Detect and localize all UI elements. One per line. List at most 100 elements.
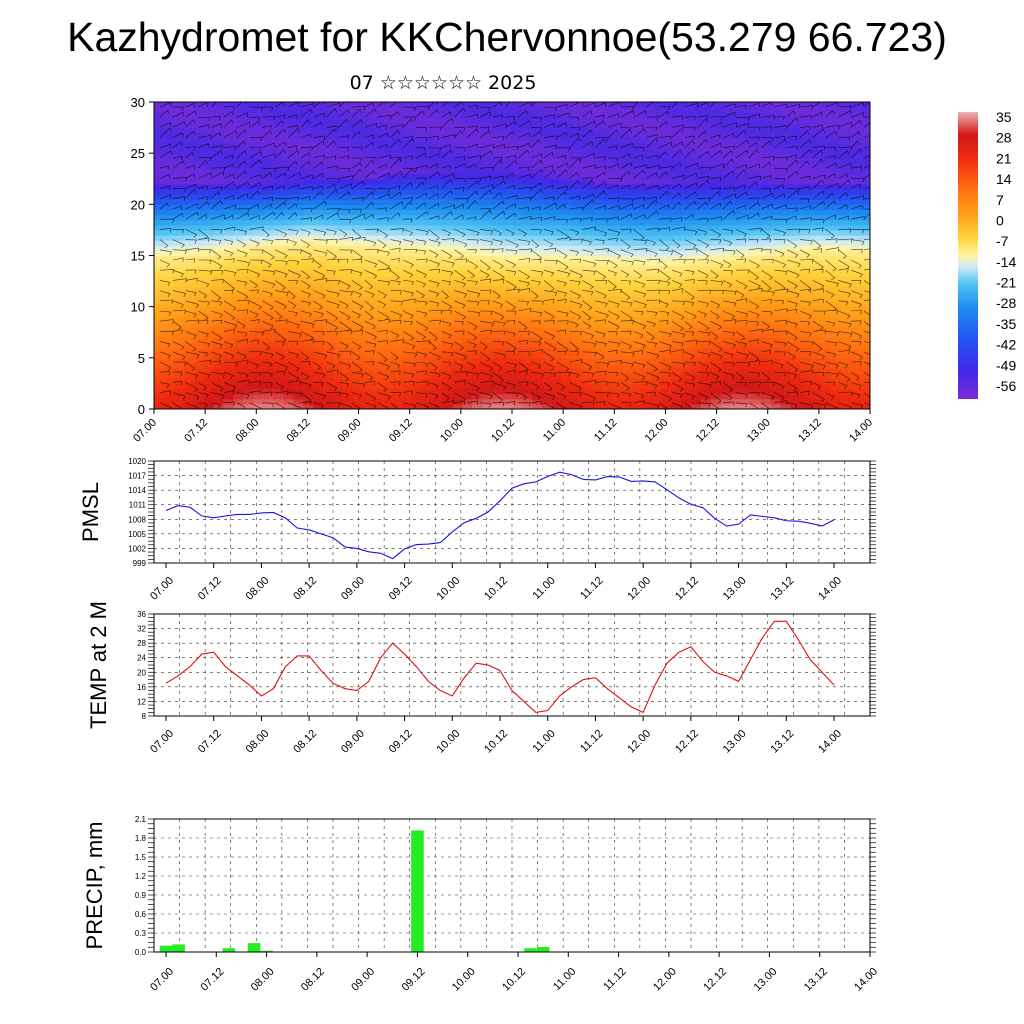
temp-x-tick-label: 07.12 <box>196 728 224 756</box>
precip-y-tick-label: 1.5 <box>135 853 147 862</box>
pmsl-x-tick-label: 07.00 <box>148 575 176 603</box>
colorbar-label: 21 <box>996 150 1012 166</box>
colorbar-label: -49 <box>996 357 1016 373</box>
precip-x-tick-label: 12.12 <box>701 966 729 994</box>
heatmap-x-tick-label: 13.00 <box>745 417 773 445</box>
precip-y-axis-label: PRECIP, mm <box>82 822 107 950</box>
pmsl-series-line <box>165 471 835 560</box>
pmsl-x-tick-label: 09.12 <box>387 575 415 603</box>
precip-x-tick-label: 10.12 <box>500 966 528 994</box>
precip-y-tick-label: 0.3 <box>135 929 147 938</box>
temp-2m-chart: 8 12 16 20 24 28 32 36 07.00 07.12 08.00 08.12 09.00… <box>86 601 876 756</box>
temp-y-tick-label: 24 <box>137 654 146 663</box>
pmsl-chart: 999 1002 1005 1008 1011 1014 1017 1020 07.00 07.1… <box>78 457 876 603</box>
heatmap-x-tick-label: 10.12 <box>489 417 517 445</box>
pmsl-y-tick-label: 1017 <box>128 472 146 481</box>
precip-x-tick-label: 11.12 <box>601 966 628 993</box>
temp-x-tick-label: 11.00 <box>530 728 557 755</box>
pmsl-x-tick-label: 10.00 <box>434 575 462 603</box>
colorbar-label: 14 <box>996 171 1012 187</box>
pmsl-x-tick-label: 10.12 <box>482 575 510 603</box>
pmsl-x-tick-label: 08.00 <box>244 575 272 603</box>
temp-x-tick-label: 14.00 <box>816 728 844 756</box>
precip-y-tick-label: 1.8 <box>135 834 147 843</box>
precip-bar <box>536 946 550 952</box>
temp-x-tick-label: 12.12 <box>673 728 701 756</box>
wind-barbs <box>159 102 870 409</box>
heatmap-y-tick-label: 30 <box>131 95 145 110</box>
heatmap-x-tick-label: 08.00 <box>233 417 261 445</box>
pmsl-x-tick-label: 12.00 <box>625 575 653 603</box>
precip-y-tick-label: 1.2 <box>135 872 147 881</box>
colorbar-label: 28 <box>996 130 1012 146</box>
pmsl-x-tick-label: 09.00 <box>339 575 367 603</box>
colorbar-label: -35 <box>996 316 1016 332</box>
precip-x-tick-label: 07.12 <box>198 966 226 994</box>
temp-y-tick-label: 16 <box>137 683 146 692</box>
temp-x-tick-label: 10.00 <box>434 728 462 756</box>
temp-x-tick-label: 12.00 <box>625 728 653 756</box>
precip-x-tick-label: 07.00 <box>148 966 176 994</box>
heatmap-x-tick-label: 11.00 <box>541 417 568 444</box>
colorbar-label: -21 <box>996 275 1016 291</box>
temp-x-tick-label: 08.00 <box>244 728 272 756</box>
precip-bar <box>222 948 236 952</box>
pmsl-y-axis-label: PMSL <box>78 482 103 542</box>
temp-y-tick-label: 12 <box>137 697 146 706</box>
pmsl-x-tick-label: 14.00 <box>816 575 844 603</box>
pmsl-x-tick-label: 08.12 <box>291 575 319 603</box>
heatmap-y-tick-label: 0 <box>138 402 145 417</box>
colorbar-label: 35 <box>996 109 1012 125</box>
colorbar-label: -56 <box>996 378 1016 394</box>
colorbar-label: 7 <box>996 192 1004 208</box>
chart-title: Kazhydromet for KKChervonnoe(53.279 66.7… <box>67 14 947 60</box>
heatmap-x-tick-label: 14.00 <box>847 417 875 445</box>
precip-y-tick-label: 0.6 <box>135 910 147 919</box>
heatmap-x-tick-label: 12.12 <box>694 417 722 445</box>
precip-x-tick-label: 08.00 <box>249 966 277 994</box>
pmsl-x-tick-label: 13.00 <box>721 575 749 603</box>
precip-y-tick-label: 2.1 <box>135 815 147 824</box>
precip-x-tick-label: 08.12 <box>299 966 327 994</box>
colorbar-label: -14 <box>996 254 1016 270</box>
precip-bar <box>524 948 537 952</box>
precip-y-tick-label: 0.0 <box>135 948 147 957</box>
temp-y-axis-label: TEMP at 2 M <box>86 601 111 729</box>
heatmap-x-tick-label: 09.00 <box>336 417 364 445</box>
pmsl-y-tick-label: 1011 <box>129 501 147 510</box>
pmsl-x-tick-label: 12.12 <box>673 575 701 603</box>
temp-x-tick-label: 11.12 <box>578 728 605 755</box>
temp-series-line <box>165 620 835 714</box>
precip-chart: 0.0 0.3 0.6 0.9 1.2 1.5 1.8 2.1 07.00 07.12 08.00 0… <box>82 815 880 994</box>
precip-bar <box>411 830 424 952</box>
precip-x-tick-label: 10.00 <box>450 966 478 994</box>
heatmap-y-tick-label: 25 <box>131 146 145 161</box>
temp-x-tick-label: 07.00 <box>148 728 176 756</box>
pmsl-x-tick-label: 07.12 <box>196 575 224 603</box>
temp-y-tick-label: 20 <box>137 668 146 677</box>
precip-bar <box>159 945 173 952</box>
colorbar-label: -42 <box>996 337 1016 353</box>
pmsl-y-tick-label: 1005 <box>128 530 146 539</box>
precip-frame <box>153 818 871 953</box>
precip-x-tick-label: 11.00 <box>551 966 578 993</box>
pmsl-y-tick-label: 999 <box>133 559 147 568</box>
temp-y-tick-label: 8 <box>142 712 147 721</box>
heatmap-x-tick-label: 09.12 <box>387 417 415 445</box>
pmsl-frame <box>153 460 871 564</box>
temp-frame <box>153 613 871 717</box>
colorbar-label: -7 <box>996 233 1009 249</box>
heatmap-y-tick-label: 10 <box>131 300 145 315</box>
precip-x-tick-label: 09.12 <box>400 966 428 994</box>
heatmap-x-tick-label: 07.00 <box>131 417 159 445</box>
precip-y-tick-label: 0.9 <box>135 891 147 900</box>
pmsl-y-tick-label: 1020 <box>128 457 146 466</box>
temp-y-tick-label: 36 <box>137 610 146 619</box>
temp-x-tick-label: 13.12 <box>768 728 796 756</box>
chart-subtitle: 07 ☆☆☆☆☆☆ 2025 <box>349 72 537 94</box>
precip-x-tick-label: 13.12 <box>802 966 830 994</box>
pmsl-y-tick-label: 1002 <box>128 544 146 553</box>
heatmap-x-tick-label: 11.12 <box>592 417 619 444</box>
pmsl-x-tick-label: 13.12 <box>768 575 796 603</box>
